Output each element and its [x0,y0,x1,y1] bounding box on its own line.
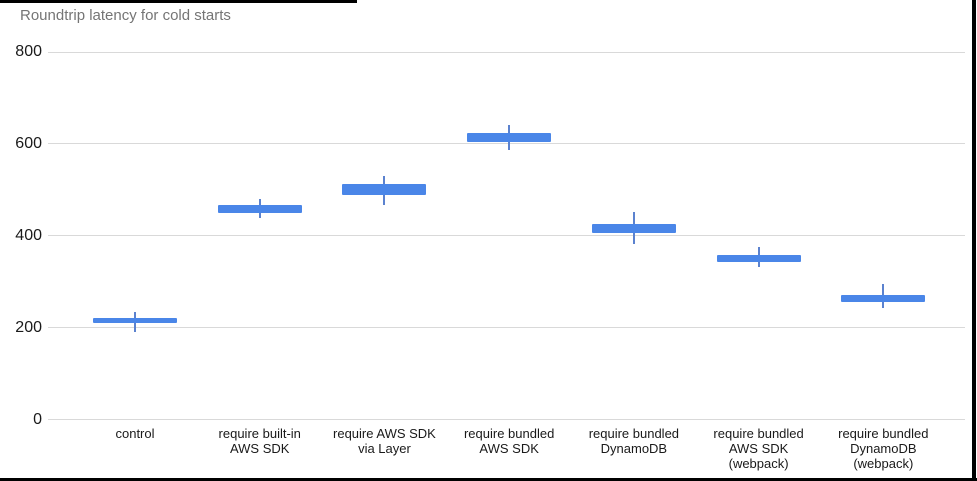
image-border-top [0,0,357,3]
y-axis-tick-label: 200 [15,318,42,336]
candle-box-6 [716,254,801,263]
candle-box-4 [467,133,552,143]
candle-box-2 [217,204,302,213]
x-axis-category-label: require bundled AWS SDK (webpack) [713,426,804,471]
x-axis-category-label: require built-in AWS SDK [218,426,301,456]
y-axis-tick-label: 0 [33,410,42,428]
y-gridline [48,235,965,237]
candle-box-7 [841,294,926,302]
x-axis-category-label: control [115,426,155,441]
candle-box-1 [93,317,177,324]
y-gridline [48,51,965,53]
image-border-right [972,0,976,481]
chart-title: Roundtrip latency for cold starts [20,7,231,24]
image-border-bottom [0,478,977,481]
y-gridline [48,327,965,329]
y-axis-tick-label: 600 [15,134,42,152]
x-axis-category-label: require bundled DynamoDB [588,426,680,456]
y-gridline [48,143,965,145]
candle-box-3 [342,184,427,196]
x-axis-category-label: require AWS SDK via Layer [333,426,436,456]
y-axis-tick-label: 400 [15,226,42,244]
x-axis-category-label: require bundled AWS SDK [463,426,555,456]
y-axis-tick-label: 800 [15,43,42,60]
y-gridline [48,419,965,420]
candle-box-5 [591,224,676,234]
x-axis-category-label: require bundled DynamoDB (webpack) [838,426,929,471]
